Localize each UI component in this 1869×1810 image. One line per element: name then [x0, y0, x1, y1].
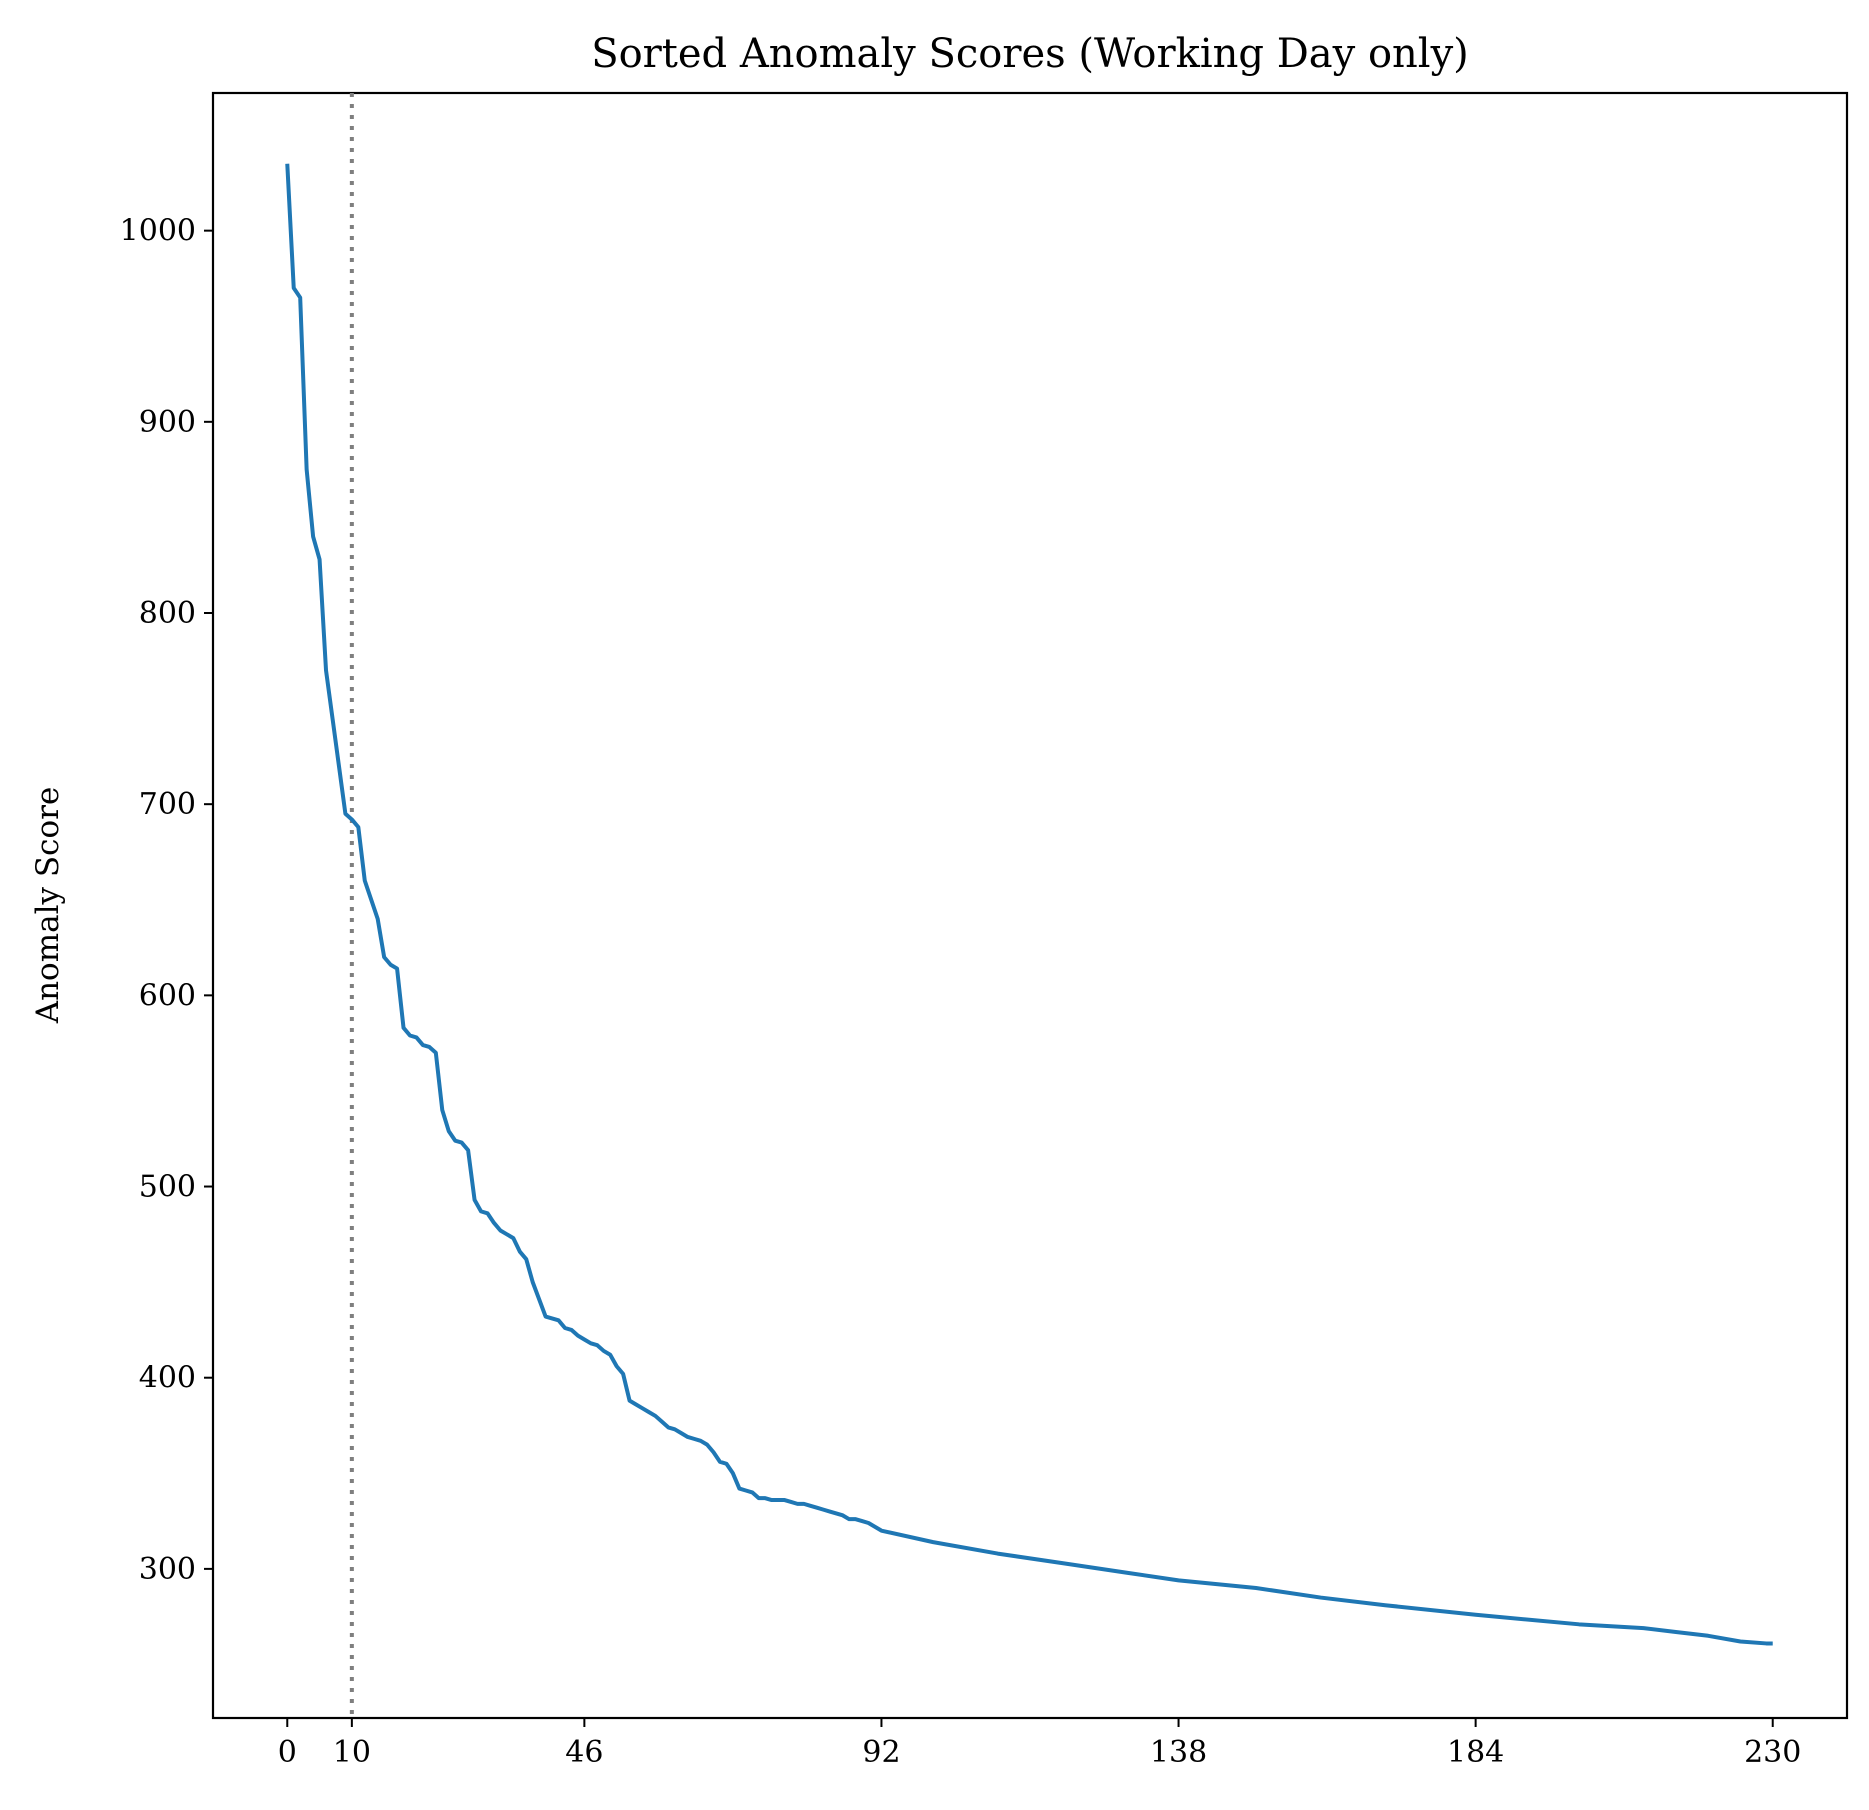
x-tick-label: 138: [1150, 1735, 1207, 1770]
y-tick-label: 900: [139, 405, 196, 440]
x-tick-label: 184: [1447, 1735, 1504, 1770]
y-tick-label: 800: [139, 596, 196, 631]
y-tick-label: 300: [139, 1552, 196, 1587]
y-tick-label: 500: [139, 1170, 196, 1205]
y-axis-label: Anomaly Score: [30, 787, 66, 1025]
y-tick-label: 1000: [120, 214, 196, 249]
y-tick-label: 700: [139, 787, 196, 822]
y-tick-label: 600: [139, 978, 196, 1013]
x-tick-label: 0: [278, 1735, 297, 1770]
anomaly-score-line: [285, 163, 1773, 1646]
x-tick-label: 46: [565, 1735, 603, 1770]
x-tick-label: 10: [333, 1735, 371, 1770]
y-tick-label: 400: [139, 1361, 196, 1396]
x-tick-label: 92: [862, 1735, 900, 1770]
chart-title: Sorted Anomaly Scores (Working Day only): [591, 31, 1469, 77]
plot-area: [211, 91, 1849, 1720]
y-axis-ticks: 300 400 500 600 700 800 900 1000: [120, 214, 213, 1587]
x-axis-ticks: 0 10 46 92 138 184 230: [278, 1718, 1801, 1770]
x-tick-label: 230: [1744, 1735, 1801, 1770]
